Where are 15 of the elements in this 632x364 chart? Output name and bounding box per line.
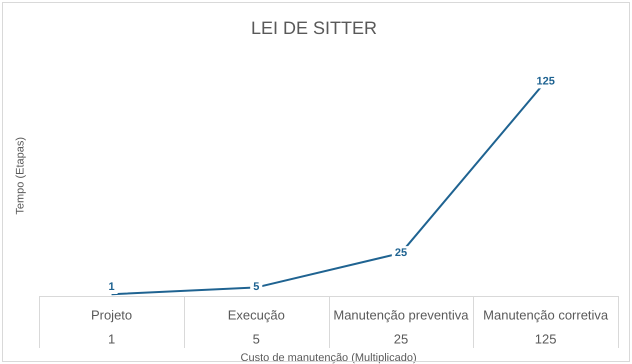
y-axis-title: Tempo (Etapas) — [14, 136, 27, 215]
x-tick-label: Manutenção preventiva — [333, 308, 470, 323]
annotation: 1 — [108, 281, 115, 294]
data-label: 25 — [394, 332, 408, 347]
data-label: 5 — [252, 332, 260, 347]
data-label: 1 — [108, 332, 116, 347]
x-tick-label: Projeto — [90, 308, 132, 323]
x-tick-label: Manutenção corretiva — [483, 308, 609, 323]
x-axis-title: Custo de manutenção (Multiplicado) — [240, 352, 417, 364]
annotation: 5 — [253, 281, 260, 294]
x-tick-label: Execução — [228, 308, 285, 323]
chart-title: LEI DE SITTER — [250, 18, 378, 38]
annotation: 25 — [394, 247, 408, 260]
annotation: 125 — [536, 75, 555, 88]
data-label: 125 — [534, 332, 556, 347]
